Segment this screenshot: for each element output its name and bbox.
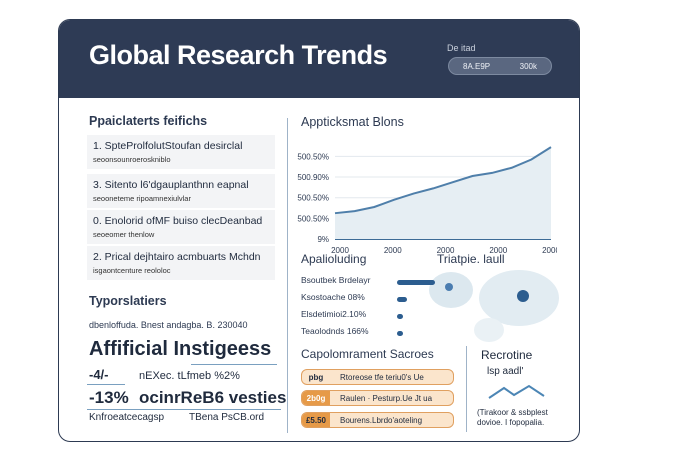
metric-label: Ksostoache 08%: [301, 292, 365, 302]
metric-bar: [397, 331, 403, 336]
y-tick-label: 500.50%: [297, 214, 329, 223]
y-tick-label: 500.50%: [297, 194, 329, 203]
area-fill: [335, 147, 551, 239]
bottom-right-sub: lsp aadl': [487, 366, 524, 377]
metric-label: Elsdetimioi2.10%: [301, 309, 367, 319]
pill-key: 2b0g: [302, 391, 330, 405]
pill-item[interactable]: 2b0g Raulen · Pesturp.Ue Jt ua: [301, 390, 454, 406]
row2-left: -13%: [89, 388, 129, 407]
pill-item[interactable]: £5.50 Bourens.Lbrdo'aoteling: [301, 412, 454, 428]
map-image: [429, 270, 559, 342]
y-tick-label: 500.50%: [297, 152, 329, 161]
pill-key: £5.50: [302, 413, 330, 427]
row2-right: ocinrReB6 vesties: [139, 388, 287, 407]
page-title: Global Research Trends: [89, 40, 388, 70]
x-tick-label: 2000: [489, 246, 507, 255]
pill-key: pbg: [308, 372, 324, 382]
series-line: [334, 146, 552, 215]
list-item[interactable]: 2. Prical dejhtairo acmbuarts Mchdn isgao…: [87, 246, 275, 280]
select-value: 8A.E9P: [463, 61, 491, 71]
bottom-right-caption: (Tirakoor & ssbplest dovioe. I fopopalia…: [477, 408, 548, 427]
x-tick-label: 2000: [542, 246, 557, 255]
dashboard-card: Global Research Trends De itad 8A.E9P 300…: [58, 19, 580, 442]
item-sub: seoeomer thenlow: [93, 230, 155, 239]
mid-left-title: Apalioluding: [301, 252, 367, 266]
big-title: Affificial Instigeess: [89, 338, 272, 360]
item-title: 0. Enolorid ofMF buiso clecDeanbad: [93, 215, 263, 227]
header-select[interactable]: 8A.E9P 300k: [448, 57, 552, 75]
divider: [191, 364, 277, 365]
line-chart: 9% 500.50% 500.50% 500.90% 500.50% 2000 2000 20…: [297, 146, 557, 255]
select-value-2: 300k: [519, 61, 537, 71]
footer-left: Knfroeatcecagsp: [89, 412, 165, 423]
pill-value: Raulen · Pesturp.Ue Jt ua: [340, 393, 433, 403]
x-tick-label: 2000: [331, 246, 349, 255]
stats-title: Typorslatiers: [89, 294, 167, 308]
metric-bar: [397, 314, 403, 319]
column-divider: [466, 346, 467, 432]
bottom-left-title: Capolomrament Sacroes: [301, 347, 434, 361]
metric-bar: [397, 280, 435, 285]
item-title: 1. SpteProlfolutStoufan desirclal: [93, 140, 243, 152]
column-divider: [287, 118, 288, 433]
y-tick-label: 9%: [317, 235, 329, 244]
metric-label: Teaolodnds 166%: [301, 326, 369, 336]
section-title: Ppaiclaterts feifichs: [89, 114, 208, 128]
divider: [87, 384, 125, 385]
footer-right: TBena PsCB.ord: [189, 412, 265, 423]
stats-sub: dbenloffuda. Bnest andagba. B. 230040: [89, 320, 248, 330]
x-tick-label: 2000: [437, 246, 455, 255]
row1-right: nEXec. tLfmeb %2%: [139, 370, 240, 382]
row1-left: -4/-: [89, 367, 109, 382]
x-tick-label: 2000: [384, 246, 402, 255]
item-sub: seooneteme ripoamnexiulvlar: [93, 194, 191, 203]
item-title: 2. Prical dejhtairo acmbuarts Mchdn: [93, 251, 261, 263]
header: Global Research Trends De itad 8A.E9P 300…: [59, 20, 579, 98]
chart-title: Appticksmat Blons: [301, 115, 404, 129]
metric-label: Bsoutbek Brdelayr: [301, 275, 371, 285]
pill-value: Rtoreose tfe teriu0's Ue: [340, 372, 424, 382]
molecule-icon: [488, 384, 545, 399]
pill-value: Bourens.Lbrdo'aoteling: [340, 415, 423, 425]
metric-bar: [397, 297, 407, 302]
list-item[interactable]: 0. Enolorid ofMF buiso clecDeanbad seoeom…: [87, 210, 275, 244]
list-item[interactable]: 1. SpteProlfolutStoufan desirclal seoonso…: [87, 135, 275, 169]
pill-item[interactable]: pbg Rtoreose tfe teriu0's Ue: [301, 369, 454, 385]
bottom-right-title: Recrotine: [481, 348, 533, 362]
list-item[interactable]: 3. Sitento l6'dgauplanthnn eapnal seoonet…: [87, 174, 275, 208]
map-title: Triatpie. laull: [437, 252, 505, 266]
divider: [87, 409, 281, 410]
item-sub: seoonsounroeroskniblo: [93, 155, 171, 164]
item-sub: isgaontcenture reololoc: [93, 266, 171, 275]
y-tick-label: 500.90%: [297, 173, 329, 182]
item-title: 3. Sitento l6'dgauplanthnn eapnal: [93, 179, 249, 191]
select-label: De itad: [447, 43, 476, 53]
